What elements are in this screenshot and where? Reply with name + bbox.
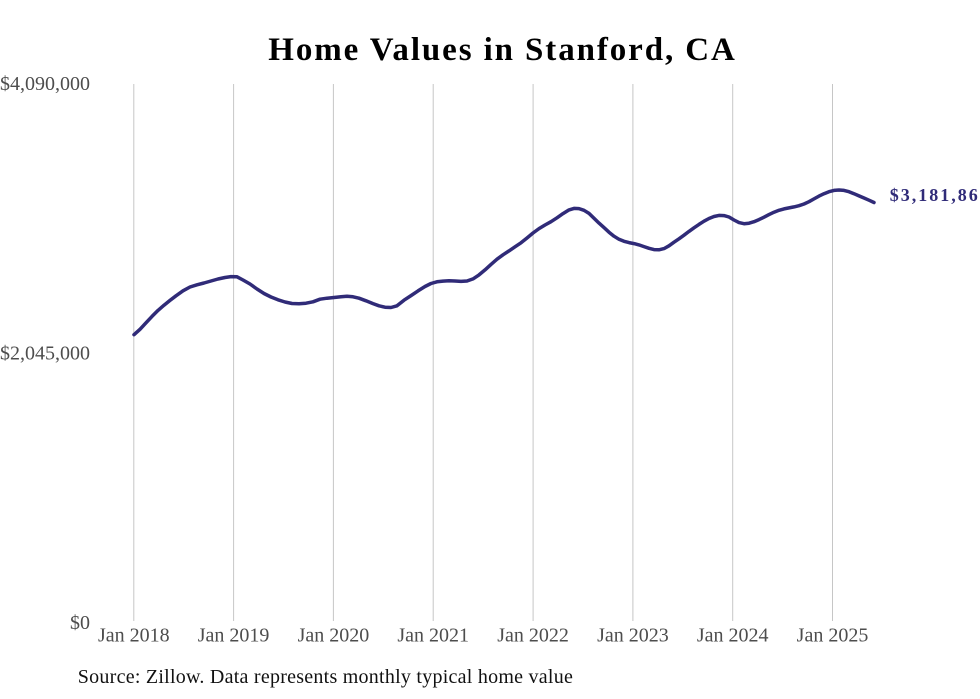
svg-text:$0: $0 xyxy=(70,612,90,634)
svg-text:Home Values in Stanford, CA: Home Values in Stanford, CA xyxy=(268,32,736,68)
svg-text:$3,181,864: $3,181,864 xyxy=(890,185,980,205)
svg-text:$2,045,000: $2,045,000 xyxy=(0,343,90,365)
svg-text:Jan 2018: Jan 2018 xyxy=(98,625,170,647)
svg-text:Jan 2019: Jan 2019 xyxy=(198,625,270,647)
svg-text:Jan 2025: Jan 2025 xyxy=(797,625,869,647)
svg-text:Jan 2021: Jan 2021 xyxy=(397,625,469,647)
svg-text:$4,090,000: $4,090,000 xyxy=(0,73,90,95)
svg-text:Source: Zillow. Data represent: Source: Zillow. Data represents monthly … xyxy=(78,666,573,688)
svg-text:Jan 2024: Jan 2024 xyxy=(697,625,769,647)
svg-text:Jan 2020: Jan 2020 xyxy=(298,625,370,647)
svg-text:Jan 2022: Jan 2022 xyxy=(497,625,569,647)
svg-text:Jan 2023: Jan 2023 xyxy=(597,625,669,647)
